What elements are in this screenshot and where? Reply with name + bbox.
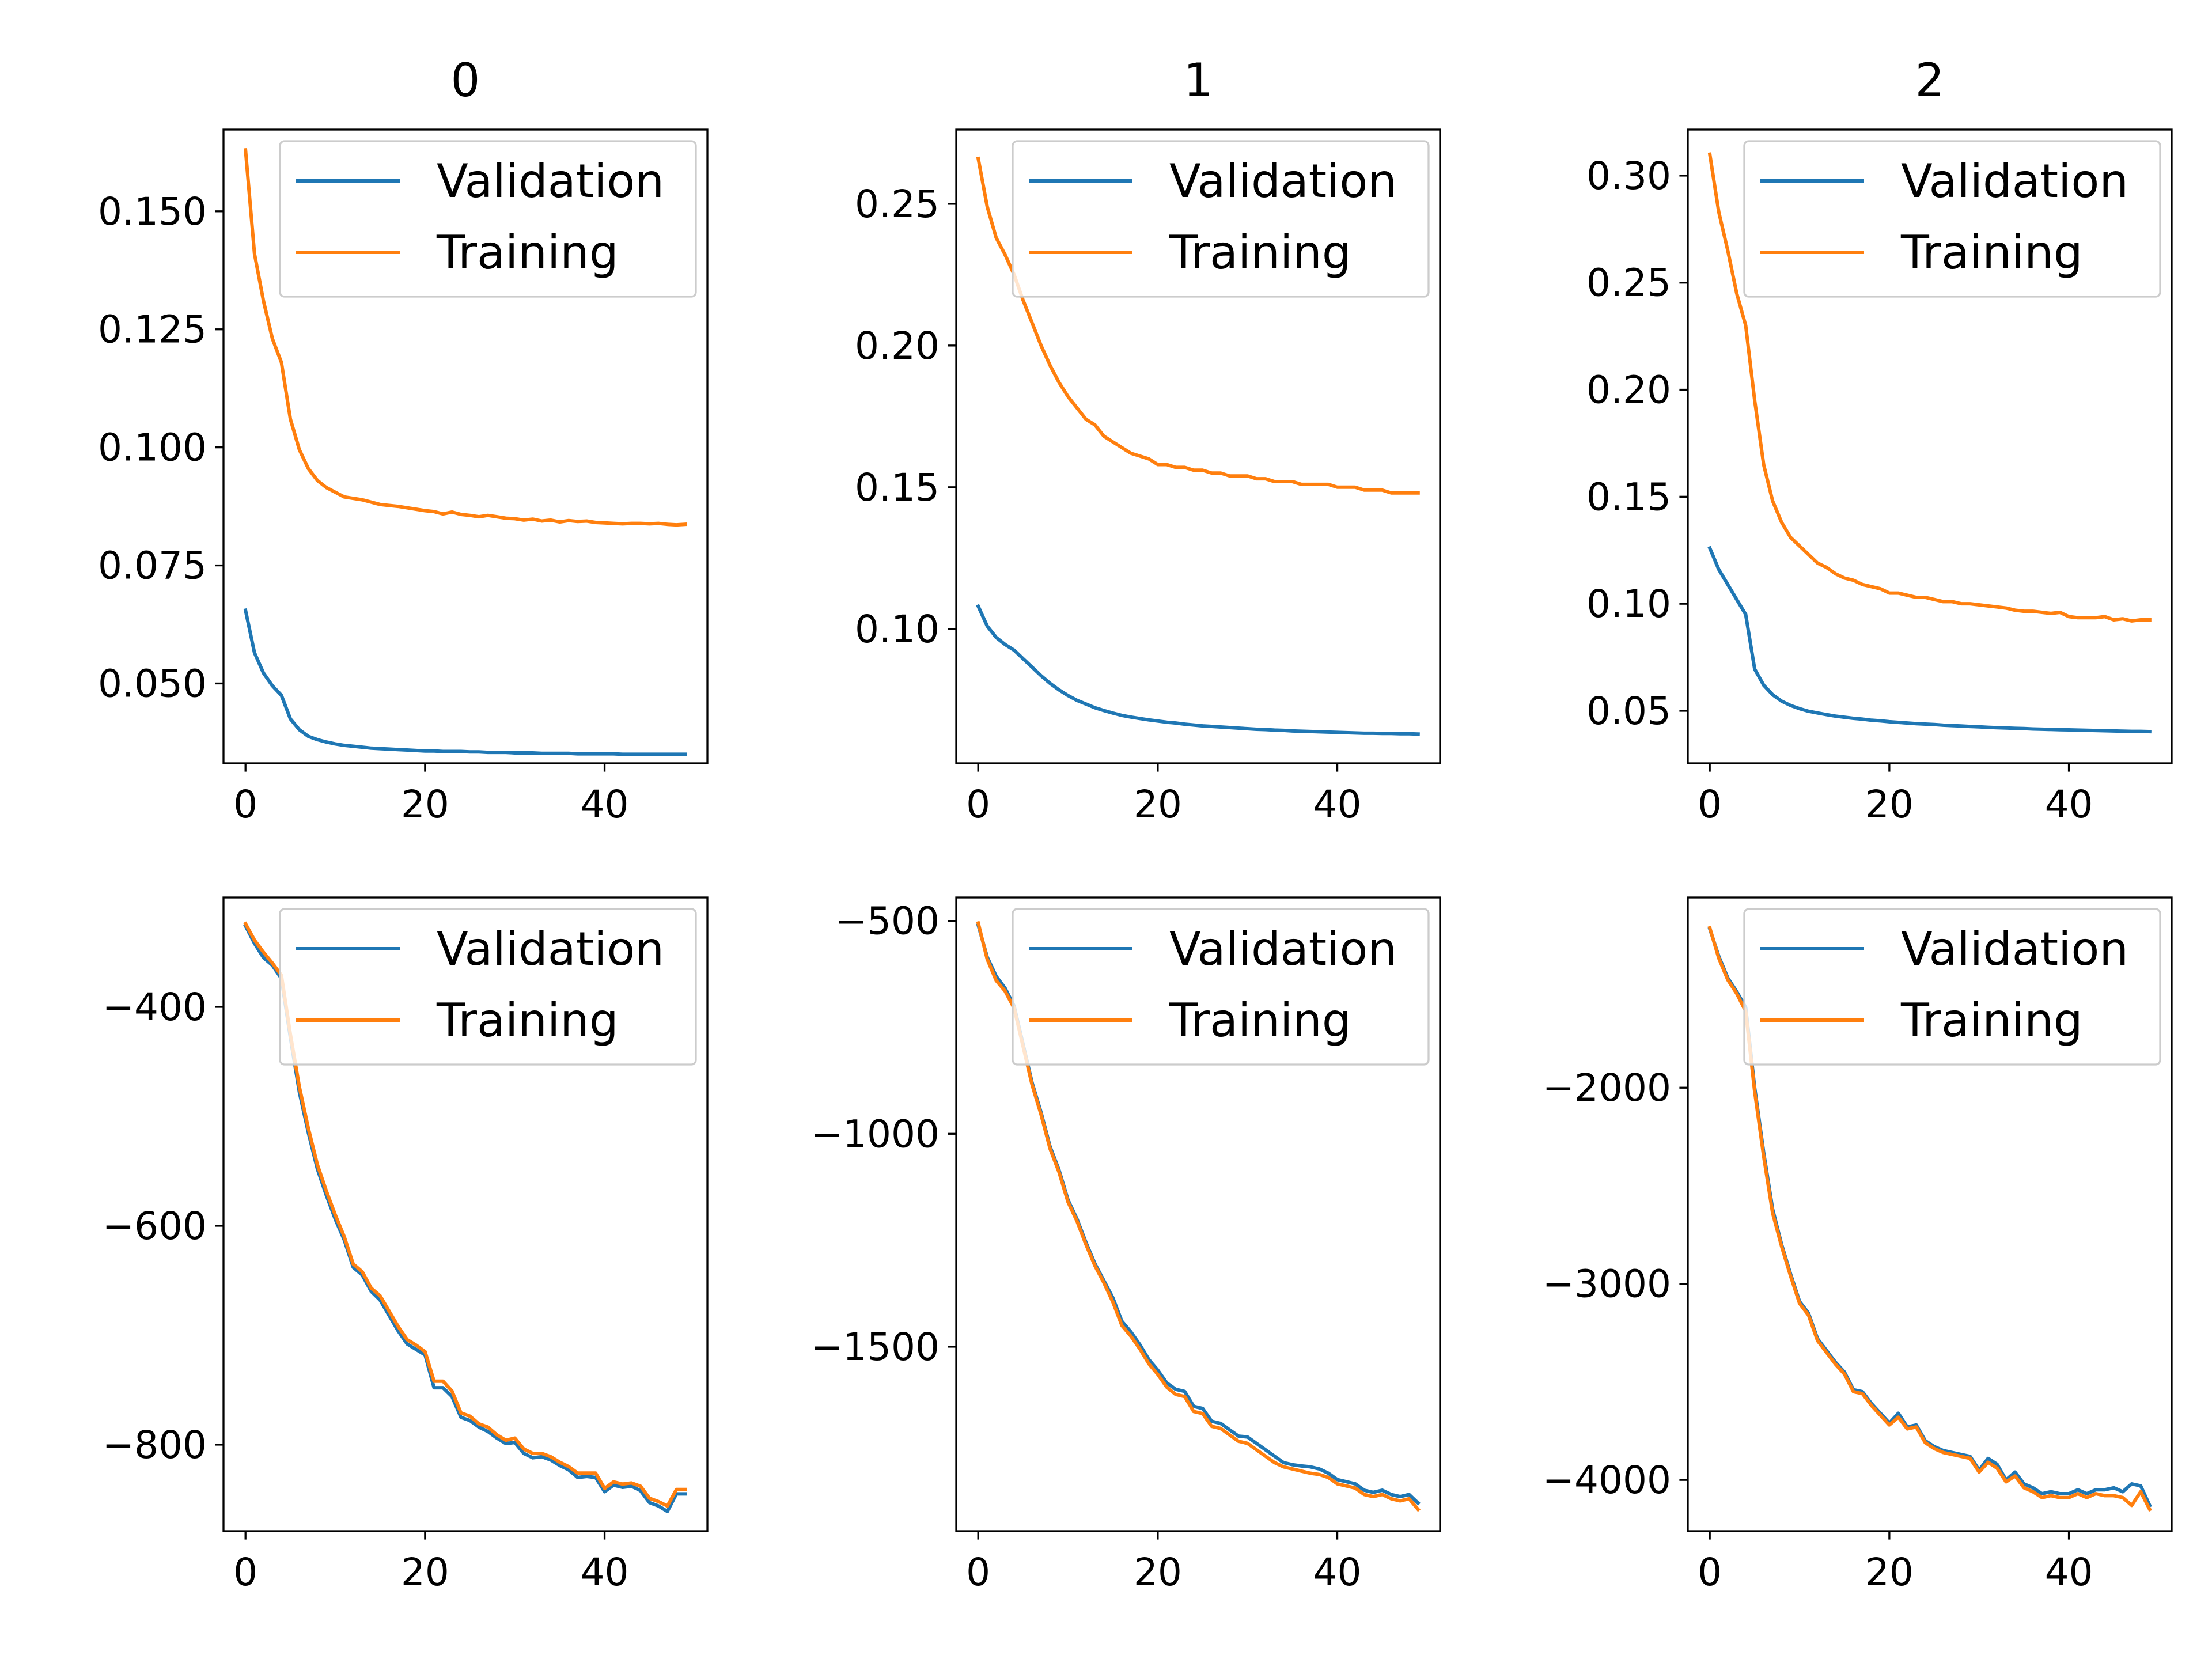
legend-label-validation: Validation bbox=[1169, 922, 1397, 976]
axes-frame bbox=[222, 896, 709, 1532]
y-tick-label: 0.15 bbox=[1586, 475, 1671, 519]
y-tick-label: −1500 bbox=[811, 1325, 940, 1369]
legend-label-validation: Validation bbox=[1169, 154, 1397, 208]
x-tick-label: 40 bbox=[581, 782, 629, 827]
y-tick-label: −600 bbox=[103, 1204, 207, 1248]
x-tick-label: 20 bbox=[1865, 782, 1914, 827]
x-tick-label: 0 bbox=[1698, 1550, 1722, 1594]
legend-label-validation: Validation bbox=[1901, 922, 2128, 976]
subplot-4: 0 20 40 −500 −1000 −1500 Validation Training bbox=[811, 896, 1441, 1594]
x-tick-label: 0 bbox=[966, 1550, 990, 1594]
legend: Validation Training bbox=[1012, 140, 1430, 298]
axes-frame bbox=[1687, 896, 2173, 1532]
y-tick-label: 0.125 bbox=[98, 308, 207, 352]
x-tick-label: 0 bbox=[966, 782, 990, 827]
y-tick-label: −2000 bbox=[1543, 1066, 1671, 1110]
x-tick-label: 20 bbox=[1134, 782, 1182, 827]
y-tick-label: 0.100 bbox=[98, 426, 207, 470]
legend: Validation Training bbox=[1743, 908, 2161, 1066]
y-tick-label: 0.30 bbox=[1586, 154, 1671, 198]
y-tick-label: 0.20 bbox=[855, 324, 940, 368]
legend: Validation Training bbox=[1012, 908, 1430, 1066]
y-tick-label: 0.050 bbox=[98, 661, 207, 706]
x-tick-label: 20 bbox=[401, 782, 449, 827]
series-line-validation bbox=[243, 608, 687, 756]
series-line-training bbox=[243, 147, 687, 527]
x-tick-label: 40 bbox=[2045, 1550, 2093, 1594]
subplot-1: 1 0 20 40 0.10 0.15 0.20 0.25 Validation Training bbox=[855, 54, 1441, 827]
y-tick-label: 0.075 bbox=[98, 544, 207, 588]
series-line-training bbox=[976, 921, 1421, 1512]
series-line-validation bbox=[1707, 546, 2152, 734]
x-tick-label: 0 bbox=[233, 782, 257, 827]
x-tick-label: 40 bbox=[2045, 782, 2093, 827]
y-tick-label: 0.25 bbox=[855, 182, 940, 226]
y-tick-label: −4000 bbox=[1543, 1458, 1671, 1502]
y-tick-label: −800 bbox=[103, 1423, 207, 1467]
x-tick-label: 20 bbox=[401, 1550, 449, 1594]
subplot-3: 0 20 40 −400 −600 −800 Validation Training bbox=[103, 896, 709, 1594]
y-tick-label: 0.25 bbox=[1586, 261, 1671, 305]
y-tick-label: 0.20 bbox=[1586, 368, 1671, 412]
x-tick-label: 40 bbox=[581, 1550, 629, 1594]
x-tick-label: 20 bbox=[1865, 1550, 1914, 1594]
y-tick-label: 0.05 bbox=[1586, 689, 1671, 733]
axes-frame bbox=[955, 896, 1441, 1532]
y-tick-label: −400 bbox=[103, 985, 207, 1029]
y-tick-label: 0.10 bbox=[1586, 582, 1671, 626]
y-tick-label: −1000 bbox=[811, 1112, 940, 1156]
x-tick-label: 20 bbox=[1134, 1550, 1182, 1594]
legend-label-validation: Validation bbox=[1901, 154, 2128, 208]
y-tick-label: 0.15 bbox=[855, 465, 940, 510]
subplot-title: 1 bbox=[1184, 54, 1213, 107]
series-line-training bbox=[243, 921, 687, 1508]
x-tick-label: 40 bbox=[1313, 782, 1362, 827]
series-line-training bbox=[976, 156, 1420, 495]
x-tick-label: 0 bbox=[233, 1550, 257, 1594]
subplot-0: 0 0 20 40 0.050 0.075 0.100 0.125 0.150 Validatio… bbox=[98, 54, 709, 827]
legend-label-training: Training bbox=[1900, 994, 2083, 1047]
legend-label-training: Training bbox=[1169, 994, 1351, 1047]
y-tick-label: −500 bbox=[835, 899, 940, 944]
y-tick-label: 0.10 bbox=[855, 607, 940, 652]
legend: Validation Training bbox=[279, 140, 697, 298]
series-line-training bbox=[1707, 152, 2152, 623]
series-line-validation bbox=[976, 604, 1420, 736]
subplot-title: 0 bbox=[451, 54, 480, 107]
axes-frame bbox=[955, 128, 1441, 764]
x-tick-label: 0 bbox=[1698, 782, 1722, 827]
subplot-title: 2 bbox=[1915, 54, 1945, 107]
subplot-2: 20 20 400.050.100.150.200.250.30 Validation… bbox=[1586, 54, 2173, 827]
series-line-training bbox=[1707, 926, 2152, 1512]
y-tick-label: −3000 bbox=[1543, 1262, 1671, 1306]
subplot-5: 0 20 40 −2000 −3000 −4000 Validation Training bbox=[1543, 896, 2173, 1594]
legend: Validation Training bbox=[1743, 140, 2161, 298]
legend: Validation Training bbox=[279, 908, 697, 1066]
x-tick-label: 40 bbox=[1313, 1550, 1362, 1594]
legend-label-training: Training bbox=[436, 994, 619, 1047]
legend-label-training: Training bbox=[1900, 226, 2083, 279]
legend-label-validation: Validation bbox=[437, 154, 664, 208]
legend-label-validation: Validation bbox=[437, 922, 664, 976]
legend-label-training: Training bbox=[436, 226, 619, 279]
axes-frame bbox=[1687, 128, 2173, 764]
y-tick-label: 0.150 bbox=[98, 190, 207, 234]
legend-label-training: Training bbox=[1169, 226, 1351, 279]
